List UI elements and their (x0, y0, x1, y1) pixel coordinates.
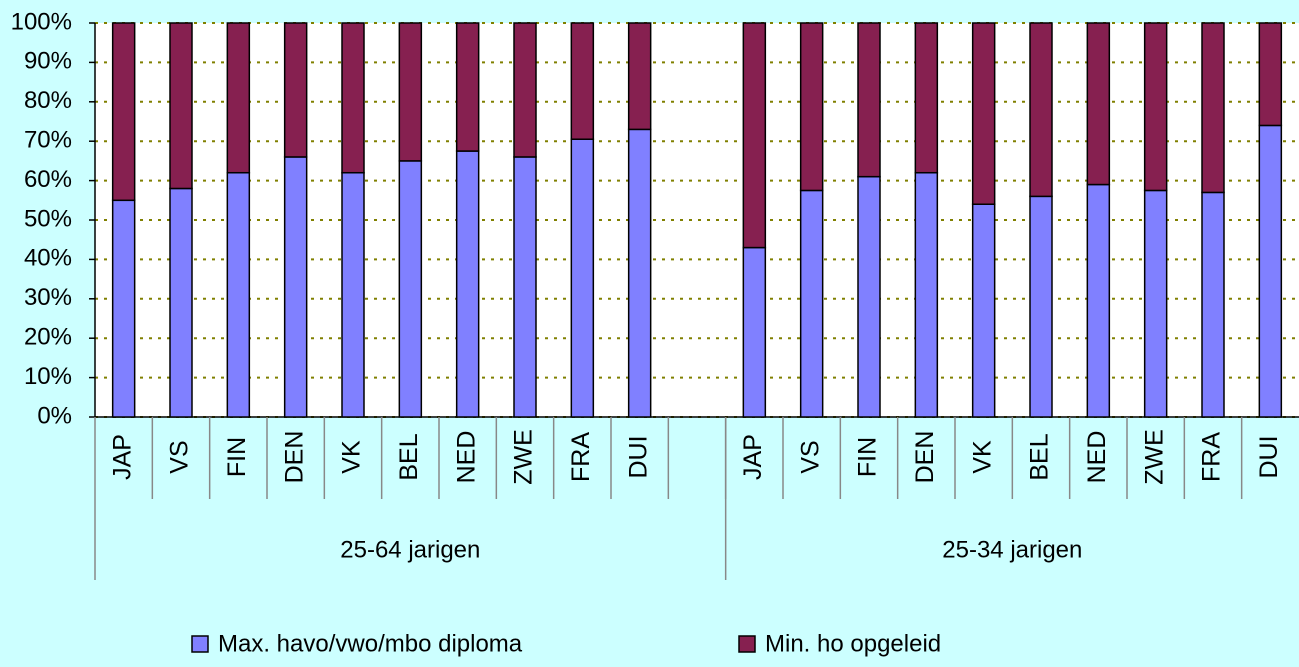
x-tick-label: ZWE (510, 429, 538, 485)
bar-segment (1086, 183, 1111, 418)
bar-segment (169, 187, 193, 418)
x-tick-label: FRA (1198, 432, 1226, 482)
legend-label: Min. ho opgeleid (765, 630, 941, 657)
bar-segment (971, 203, 996, 418)
x-tick-label: BEL (395, 433, 423, 480)
y-tick-label: 60% (24, 166, 72, 193)
bar-segment (1201, 22, 1225, 194)
bar-segment (627, 22, 652, 131)
bar-segment (455, 150, 480, 418)
x-tick-label: VS (166, 440, 194, 473)
y-tick-label: 40% (24, 245, 72, 272)
bar-segment (283, 156, 308, 418)
x-tick-label: NED (1083, 431, 1111, 484)
bar-segment (1258, 124, 1283, 418)
bar-segment (627, 128, 652, 418)
bar-segment (226, 171, 251, 418)
bar-segment (226, 22, 251, 174)
legend-swatch (738, 635, 756, 653)
group-label: 25-64 jarigen (340, 536, 480, 563)
x-tick-label: JAP (108, 434, 136, 480)
x-tick-label: JAP (739, 434, 767, 480)
y-tick-label: 80% (24, 87, 72, 114)
x-tick-label: FIN (854, 437, 882, 477)
y-tick-label: 100% (11, 8, 72, 35)
bar-segment (1143, 22, 1168, 192)
bar-segment (341, 22, 365, 174)
x-tick-label: FIN (223, 437, 251, 477)
bar-segment (857, 175, 881, 418)
x-tick-label: NED (452, 431, 480, 484)
bar-segment (857, 22, 881, 178)
bar-segment (971, 22, 996, 205)
bar-segment (341, 171, 365, 418)
x-tick-label: DUI (1255, 435, 1283, 478)
y-tick-label: 10% (24, 363, 72, 390)
bar-segment (398, 22, 423, 162)
bar-segment (111, 199, 136, 418)
bar-segment (914, 22, 939, 174)
bar-segment (799, 189, 824, 418)
bar-segment (1143, 189, 1168, 418)
y-tick-label: 20% (24, 324, 72, 351)
bar-segment (1086, 22, 1111, 186)
bar-segment (1029, 22, 1053, 198)
bar-segment (799, 22, 824, 192)
bar-segment (742, 246, 767, 418)
x-tick-label: ZWE (1140, 429, 1168, 485)
bar-segment (398, 160, 423, 418)
x-tick-label: BEL (1026, 433, 1054, 480)
bar-segment (570, 138, 595, 418)
x-tick-label: DEN (280, 431, 308, 484)
bar-segment (1029, 195, 1053, 418)
y-tick-label: 50% (24, 205, 72, 232)
x-tick-label: DUI (624, 435, 652, 478)
bar-segment (914, 171, 939, 418)
bar-segment (513, 156, 537, 418)
bar-segment (742, 22, 767, 249)
bar-segment (455, 22, 480, 152)
bar-segment (1201, 191, 1225, 418)
bar-segment (570, 22, 595, 140)
bar-segment (111, 22, 136, 202)
group-label: 25-34 jarigen (942, 536, 1082, 563)
legend-swatch (191, 635, 209, 653)
legend-label: Max. havo/vwo/mbo diploma (218, 630, 523, 657)
x-tick-label: DEN (911, 431, 939, 484)
y-tick-label: 0% (37, 402, 72, 429)
y-tick-label: 70% (24, 127, 72, 154)
y-tick-label: 30% (24, 284, 72, 311)
bar-segment (283, 22, 308, 158)
x-tick-label: VK (338, 440, 366, 474)
x-tick-label: VS (796, 440, 824, 473)
x-tick-label: VK (968, 440, 996, 474)
y-tick-label: 90% (24, 48, 72, 75)
bar-segment (169, 22, 193, 190)
x-tick-label: FRA (567, 432, 595, 482)
bar-segment (1258, 22, 1283, 127)
bar-segment (513, 22, 537, 158)
